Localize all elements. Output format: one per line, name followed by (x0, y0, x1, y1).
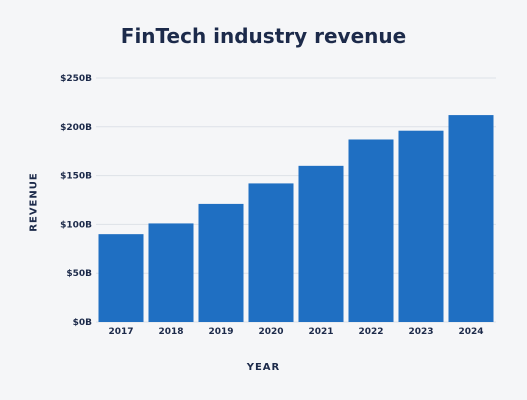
x-tick-label: 2020 (258, 327, 283, 337)
chart-title: FinTech industry revenue (120, 24, 407, 48)
bar-2021 (298, 165, 344, 322)
y-tick-label: $50B (66, 269, 92, 279)
y-tick-label: $150B (60, 172, 92, 182)
y-tick-label: $100B (60, 220, 92, 230)
bar-2024 (448, 115, 494, 322)
x-tick-label: 2018 (158, 327, 183, 337)
bar-2020 (248, 183, 294, 322)
x-tick-label: 2019 (208, 327, 233, 337)
y-tick-label: $200B (60, 123, 92, 133)
x-axis-label: YEAR (246, 362, 281, 373)
bar-2017 (98, 234, 144, 322)
x-tick-label: 2022 (358, 327, 383, 337)
y-tick-label: $250B (60, 74, 92, 84)
x-tick-label: 2024 (458, 327, 483, 337)
x-tick-label: 2021 (308, 327, 333, 337)
x-tick-label: 2017 (108, 327, 133, 337)
bar-2018 (148, 223, 194, 322)
bar-2022 (348, 139, 394, 322)
bar-2023 (398, 130, 444, 322)
bar-2019 (198, 203, 244, 322)
y-tick-label: $0B (73, 318, 93, 328)
x-tick-label: 2023 (408, 327, 433, 337)
